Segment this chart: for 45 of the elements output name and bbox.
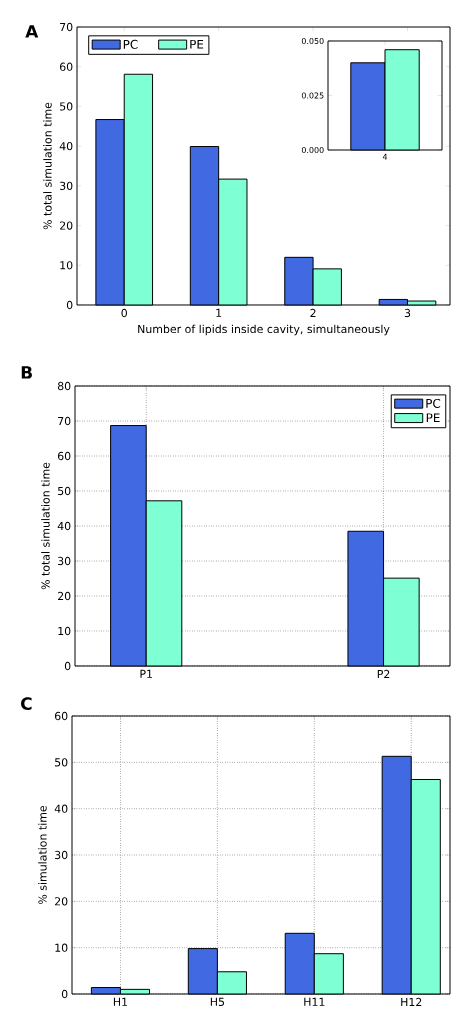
x-tick-label: 0 [121,308,127,318]
text: B [21,366,32,379]
y-tick-label: 60 [54,711,68,721]
y-tick-label: 20 [60,221,73,230]
legend-label: PE [190,39,204,49]
y-tick-label: 30 [58,556,71,566]
text: A [25,25,39,38]
y-tick-label: 50 [58,486,71,496]
y-tick-label: 30 [60,181,73,190]
y-tick-label: 10 [55,943,68,952]
y-axis-title: % simulation time [38,805,47,905]
legend-label: PE [426,413,440,423]
x-tick-label: 2 [310,308,316,317]
y-tick-label: 40 [59,142,73,151]
y-tick-label: 20 [58,591,71,601]
y-tick-label: 0 [64,661,71,671]
y-tick-label: 40 [57,521,71,531]
y-tick-label: 40 [54,804,68,813]
y-tick-label: 10 [58,626,71,636]
y-tick-label: 70 [60,22,73,32]
y-tick-label: 70 [58,416,71,426]
y-tick-label: 50 [55,758,68,767]
y-tick-label: 80 [57,381,71,391]
text: C [21,697,32,711]
x-tick-label: 3 [404,308,411,318]
y-tick-label: 10 [60,261,73,270]
y-axis-title: % total simulation time [41,462,50,590]
x-axis-title: Number of lipids inside cavity, simultaneously [138,324,390,336]
x-tick-label: P2 [377,669,390,678]
y-tick-label: 60 [59,62,73,71]
x-tick-label: H12 [401,997,422,1006]
x-tick-label: H1 [113,997,128,1006]
legend-label: PC [123,39,138,49]
x-tick-label: H5 [210,997,225,1006]
y-tick-label: 0 [66,300,73,310]
y-tick-label: 0 [61,989,68,999]
y-tick-label: 30 [55,850,68,860]
y-axis-title: % total simulation time [43,102,52,230]
x-tick-label: H11 [304,997,325,1006]
x-tick-label: 1 [216,308,222,317]
x-tick-label: P1 [140,669,152,678]
y-tick-label: 50 [60,102,73,111]
y-tick-label: 60 [57,451,71,461]
y-tick-label: 20 [55,897,68,906]
legend-label: PC [426,398,441,408]
